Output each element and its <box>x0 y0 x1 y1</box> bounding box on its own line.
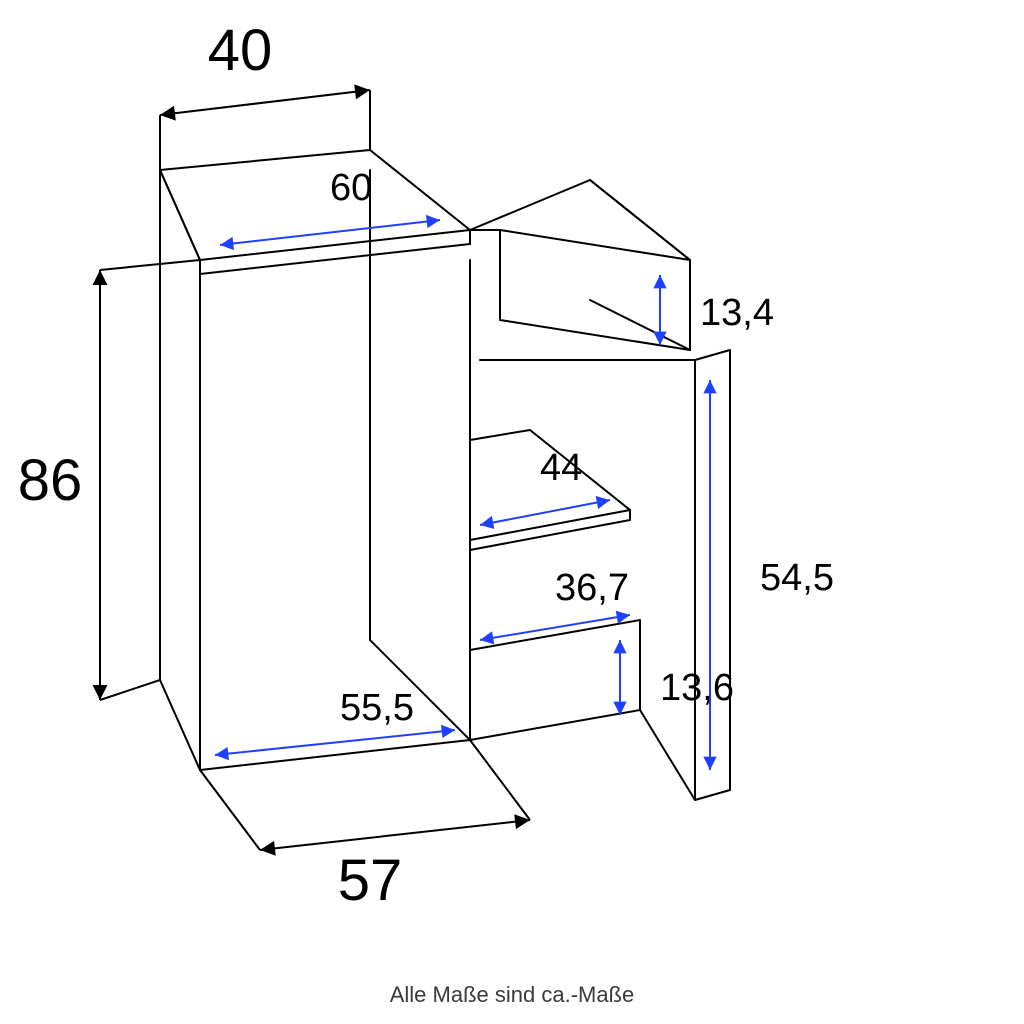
cabinet-outline <box>160 150 730 800</box>
inner-dim-label: 54,5 <box>760 557 834 599</box>
inner-dimensions: 60 13,4 44 54,5 36,7 55,5 13,6 <box>215 167 834 770</box>
caption: Alle Maße sind ca.-Maße <box>390 982 635 1007</box>
outer-dimensions: 40 86 57 <box>18 18 530 913</box>
dimension-drawing: 40 86 57 60 13,4 44 54,5 36,7 55,5 13,6 Alle Maß… <box>0 0 1024 1024</box>
inner-dim-label: 36,7 <box>555 567 629 609</box>
inner-dim-label: 13,4 <box>700 292 774 334</box>
outer-dim-label: 86 <box>18 448 83 513</box>
inner-dim-label: 60 <box>330 167 372 209</box>
inner-dim-label: 13,6 <box>660 667 734 709</box>
outer-dim-label: 57 <box>338 848 403 913</box>
inner-dim-label: 55,5 <box>340 687 414 729</box>
inner-dim-label: 44 <box>540 447 582 489</box>
outer-dim-label: 40 <box>208 18 273 83</box>
